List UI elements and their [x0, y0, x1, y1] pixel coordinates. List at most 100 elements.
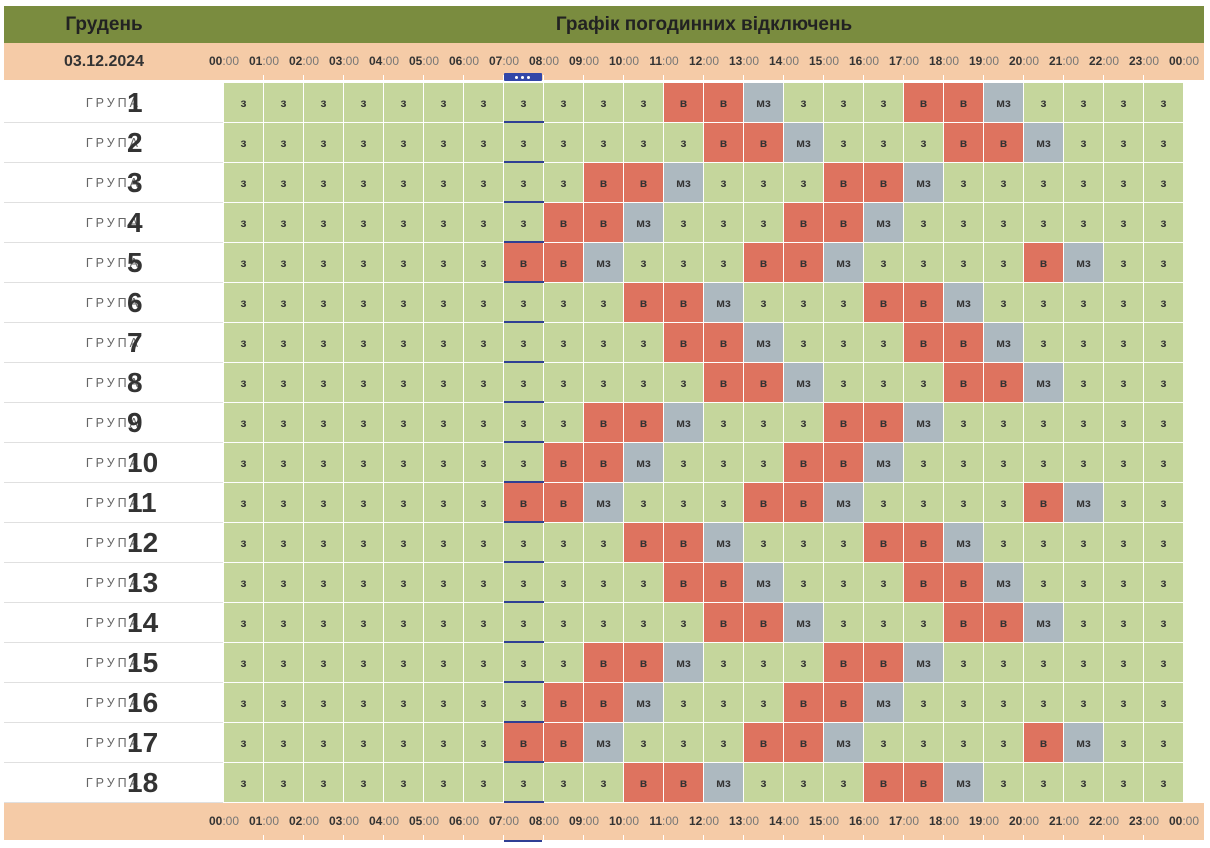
schedule-cell[interactable]: в: [664, 83, 704, 123]
schedule-cell[interactable]: з: [304, 443, 344, 483]
schedule-cell[interactable]: з: [1104, 643, 1144, 683]
schedule-cell[interactable]: з: [944, 643, 984, 683]
schedule-cell[interactable]: з: [744, 203, 784, 243]
schedule-cell[interactable]: в: [1024, 243, 1064, 283]
schedule-cell[interactable]: з: [864, 83, 904, 123]
schedule-cell[interactable]: мз: [944, 283, 984, 323]
schedule-cell[interactable]: в: [544, 483, 584, 523]
schedule-cell[interactable]: з: [224, 83, 264, 123]
schedule-cell[interactable]: з: [1024, 563, 1064, 603]
schedule-cell[interactable]: з: [1104, 403, 1144, 443]
schedule-cell[interactable]: мз: [624, 443, 664, 483]
schedule-cell[interactable]: в: [1024, 483, 1064, 523]
schedule-cell[interactable]: з: [224, 123, 264, 163]
schedule-cell[interactable]: з: [824, 123, 864, 163]
schedule-cell[interactable]: з: [544, 283, 584, 323]
schedule-cell[interactable]: з: [664, 723, 704, 763]
schedule-cell[interactable]: з: [824, 363, 864, 403]
schedule-cell[interactable]: з: [1064, 203, 1104, 243]
schedule-cell[interactable]: з: [264, 523, 304, 563]
schedule-cell[interactable]: з: [344, 83, 384, 123]
schedule-cell[interactable]: з: [744, 643, 784, 683]
schedule-cell[interactable]: в: [704, 323, 744, 363]
schedule-cell[interactable]: з: [1104, 283, 1144, 323]
schedule-cell[interactable]: мз: [1064, 483, 1104, 523]
schedule-cell[interactable]: з: [1104, 563, 1144, 603]
schedule-cell[interactable]: з: [1144, 163, 1184, 203]
schedule-cell[interactable]: з: [344, 243, 384, 283]
schedule-cell[interactable]: з: [304, 403, 344, 443]
schedule-cell[interactable]: мз: [784, 363, 824, 403]
schedule-cell[interactable]: в: [664, 763, 704, 803]
schedule-cell[interactable]: в: [624, 283, 664, 323]
schedule-cell[interactable]: в: [624, 523, 664, 563]
schedule-cell[interactable]: з: [344, 283, 384, 323]
schedule-cell[interactable]: з: [1144, 403, 1184, 443]
schedule-cell[interactable]: з: [1144, 123, 1184, 163]
schedule-cell[interactable]: з: [1024, 643, 1064, 683]
schedule-cell[interactable]: в: [744, 603, 784, 643]
schedule-cell[interactable]: з: [384, 443, 424, 483]
schedule-cell[interactable]: в: [624, 643, 664, 683]
schedule-cell[interactable]: з: [464, 643, 504, 683]
schedule-cell[interactable]: з: [504, 443, 544, 483]
schedule-cell[interactable]: з: [1064, 123, 1104, 163]
schedule-cell[interactable]: з: [264, 363, 304, 403]
schedule-cell[interactable]: з: [504, 123, 544, 163]
schedule-cell[interactable]: з: [1104, 683, 1144, 723]
schedule-cell[interactable]: з: [384, 403, 424, 443]
schedule-cell[interactable]: з: [344, 723, 384, 763]
schedule-cell[interactable]: в: [904, 83, 944, 123]
schedule-cell[interactable]: в: [544, 243, 584, 283]
schedule-cell[interactable]: в: [624, 163, 664, 203]
schedule-cell[interactable]: з: [344, 443, 384, 483]
schedule-cell[interactable]: з: [904, 723, 944, 763]
schedule-cell[interactable]: з: [304, 203, 344, 243]
schedule-cell[interactable]: з: [1144, 683, 1184, 723]
schedule-cell[interactable]: в: [904, 563, 944, 603]
schedule-cell[interactable]: в: [864, 403, 904, 443]
schedule-cell[interactable]: з: [864, 723, 904, 763]
schedule-cell[interactable]: з: [504, 363, 544, 403]
schedule-cell[interactable]: з: [984, 403, 1024, 443]
schedule-cell[interactable]: з: [264, 643, 304, 683]
schedule-cell[interactable]: з: [1144, 643, 1184, 683]
schedule-cell[interactable]: з: [384, 163, 424, 203]
schedule-cell[interactable]: з: [944, 243, 984, 283]
schedule-cell[interactable]: з: [1024, 443, 1064, 483]
schedule-cell[interactable]: мз: [1024, 123, 1064, 163]
schedule-cell[interactable]: з: [1104, 443, 1144, 483]
schedule-cell[interactable]: з: [544, 123, 584, 163]
schedule-cell[interactable]: мз: [944, 763, 984, 803]
schedule-cell[interactable]: з: [224, 723, 264, 763]
schedule-cell[interactable]: з: [1104, 203, 1144, 243]
schedule-cell[interactable]: з: [944, 403, 984, 443]
schedule-cell[interactable]: в: [824, 403, 864, 443]
schedule-cell[interactable]: з: [584, 603, 624, 643]
schedule-cell[interactable]: з: [744, 163, 784, 203]
schedule-cell[interactable]: мз: [584, 483, 624, 523]
schedule-cell[interactable]: з: [704, 243, 744, 283]
schedule-cell[interactable]: з: [704, 723, 744, 763]
schedule-cell[interactable]: з: [504, 683, 544, 723]
schedule-cell[interactable]: з: [264, 123, 304, 163]
schedule-cell[interactable]: мз: [664, 403, 704, 443]
schedule-cell[interactable]: з: [824, 323, 864, 363]
schedule-cell[interactable]: з: [624, 603, 664, 643]
schedule-cell[interactable]: з: [264, 763, 304, 803]
schedule-cell[interactable]: з: [384, 323, 424, 363]
schedule-cell[interactable]: з: [1144, 723, 1184, 763]
schedule-cell[interactable]: в: [864, 163, 904, 203]
schedule-cell[interactable]: в: [704, 563, 744, 603]
schedule-cell[interactable]: в: [544, 683, 584, 723]
schedule-cell[interactable]: з: [584, 323, 624, 363]
schedule-cell[interactable]: з: [304, 523, 344, 563]
schedule-cell[interactable]: мз: [984, 563, 1024, 603]
schedule-cell[interactable]: з: [464, 243, 504, 283]
schedule-cell[interactable]: в: [824, 443, 864, 483]
schedule-cell[interactable]: мз: [1064, 243, 1104, 283]
schedule-cell[interactable]: мз: [904, 643, 944, 683]
schedule-cell[interactable]: з: [704, 443, 744, 483]
schedule-cell[interactable]: з: [464, 123, 504, 163]
schedule-cell[interactable]: мз: [1024, 363, 1064, 403]
